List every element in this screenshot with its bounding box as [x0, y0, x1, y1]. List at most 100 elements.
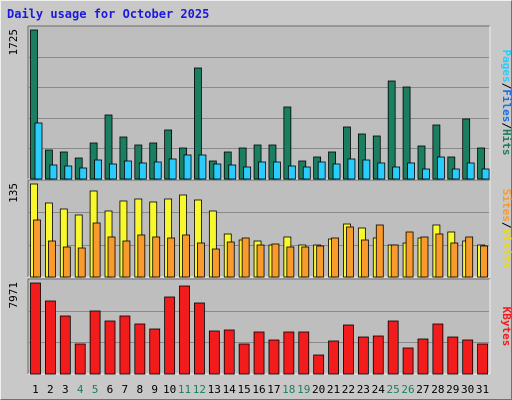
legend-entry: Visits: [500, 229, 512, 269]
sites-bar: [346, 226, 354, 278]
legend-entry: /: [500, 83, 512, 90]
sites-bar: [420, 236, 429, 278]
sites-bar: [465, 236, 474, 278]
kbytes-bar: [238, 343, 250, 375]
sites-bar: [137, 234, 146, 278]
x-tick-label: 11: [178, 383, 191, 396]
right-legend-bottom: KBytes: [500, 307, 512, 347]
sites-bar: [316, 245, 325, 278]
hits-bar: [134, 144, 143, 180]
hits-bar: [387, 80, 396, 180]
kbytes-bar: [417, 338, 429, 375]
x-tick-label: 1: [32, 383, 39, 396]
sites-bar: [33, 219, 41, 278]
files-bar: [258, 161, 266, 180]
x-tick-label: 8: [136, 383, 143, 396]
x-tick-label: 21: [327, 383, 340, 396]
kbytes-bar: [477, 343, 488, 375]
kbytes-bar: [268, 339, 280, 375]
x-tick-label: 7: [122, 383, 129, 396]
sites-bar: [271, 243, 280, 278]
right-legend-top: Pages/Files/Hits: [500, 50, 512, 156]
sites-bar: [375, 224, 384, 278]
files-bar: [392, 166, 401, 180]
kbytes-bar: [59, 315, 71, 375]
kbytes-bar: [149, 328, 161, 375]
sites-bar: [62, 246, 71, 278]
hits-bar: [283, 106, 292, 180]
files-bar: [228, 164, 237, 180]
files-bar: [347, 158, 356, 180]
sites-bar: [48, 240, 56, 278]
sites-bar: [152, 236, 161, 278]
files-bar: [49, 164, 58, 180]
kbytes-bar: [164, 296, 176, 375]
kbytes-bar: [402, 347, 414, 375]
kbytes-bar: [313, 354, 325, 375]
hits-bar: [462, 118, 471, 180]
x-tick-label: 15: [237, 383, 250, 396]
x-tick-label: 29: [446, 383, 459, 396]
legend-entry: /: [500, 222, 512, 229]
files-bar: [183, 154, 192, 180]
sites-bar: [182, 234, 190, 278]
files-bar: [79, 167, 88, 180]
hits-bar: [119, 136, 128, 180]
files-bar: [362, 159, 371, 180]
files-bar: [422, 168, 430, 180]
sites-bar: [390, 244, 399, 278]
x-tick-label: 20: [312, 383, 325, 396]
hits-bar: [194, 67, 202, 180]
hits-bar: [45, 149, 53, 180]
x-tick-label: 27: [416, 383, 429, 396]
files-bar: [287, 165, 296, 180]
x-tick-label: 28: [431, 383, 444, 396]
hits-bar: [417, 145, 426, 180]
x-tick-label: 31: [476, 383, 489, 396]
y-max-label-0: 1725: [7, 29, 20, 56]
y-max-label-1: 135: [7, 183, 20, 203]
kbytes-bar: [30, 282, 41, 375]
sites-bar: [331, 237, 339, 278]
kbytes-bar: [194, 302, 205, 375]
files-bar: [481, 168, 490, 180]
hits-bar: [104, 114, 113, 180]
sites-bar: [256, 244, 265, 278]
kbytes-bar: [387, 320, 399, 375]
files-bar: [94, 159, 103, 180]
files-bar: [138, 162, 147, 180]
sites-bar: [405, 231, 414, 278]
files-bar: [302, 166, 311, 180]
kbytes-bar: [208, 330, 220, 375]
sites-bar: [301, 246, 310, 278]
x-tick-label: 25: [387, 383, 400, 396]
kbytes-bar: [462, 339, 474, 375]
legend-entry: Sites: [500, 189, 512, 222]
sites-bar: [226, 241, 235, 278]
files-bar: [34, 122, 43, 180]
kbytes-bar: [357, 336, 369, 375]
legend-entry: KBytes: [500, 307, 512, 347]
files-bar: [332, 163, 341, 180]
legend-entry: /: [500, 122, 512, 129]
kbytes-bar: [223, 329, 235, 375]
x-tick-label: 23: [357, 383, 370, 396]
hits-bar: [402, 86, 411, 180]
hits-bar: [372, 135, 381, 180]
sites-bar: [435, 233, 444, 278]
files-bar: [168, 158, 177, 180]
files-bar: [64, 165, 73, 180]
hits-bar: [477, 147, 485, 180]
kbytes-bar: [134, 323, 146, 375]
sites-bar: [122, 240, 131, 278]
x-tick-label: 17: [267, 383, 280, 396]
files-bar: [109, 163, 117, 180]
kbytes-bar: [447, 336, 459, 375]
sites-bar: [167, 237, 176, 278]
sites-bar: [480, 245, 488, 278]
hits-bar: [149, 142, 158, 180]
x-tick-label: 10: [163, 383, 176, 396]
x-tick-label: 26: [401, 383, 414, 396]
kbytes-bar: [89, 310, 101, 375]
